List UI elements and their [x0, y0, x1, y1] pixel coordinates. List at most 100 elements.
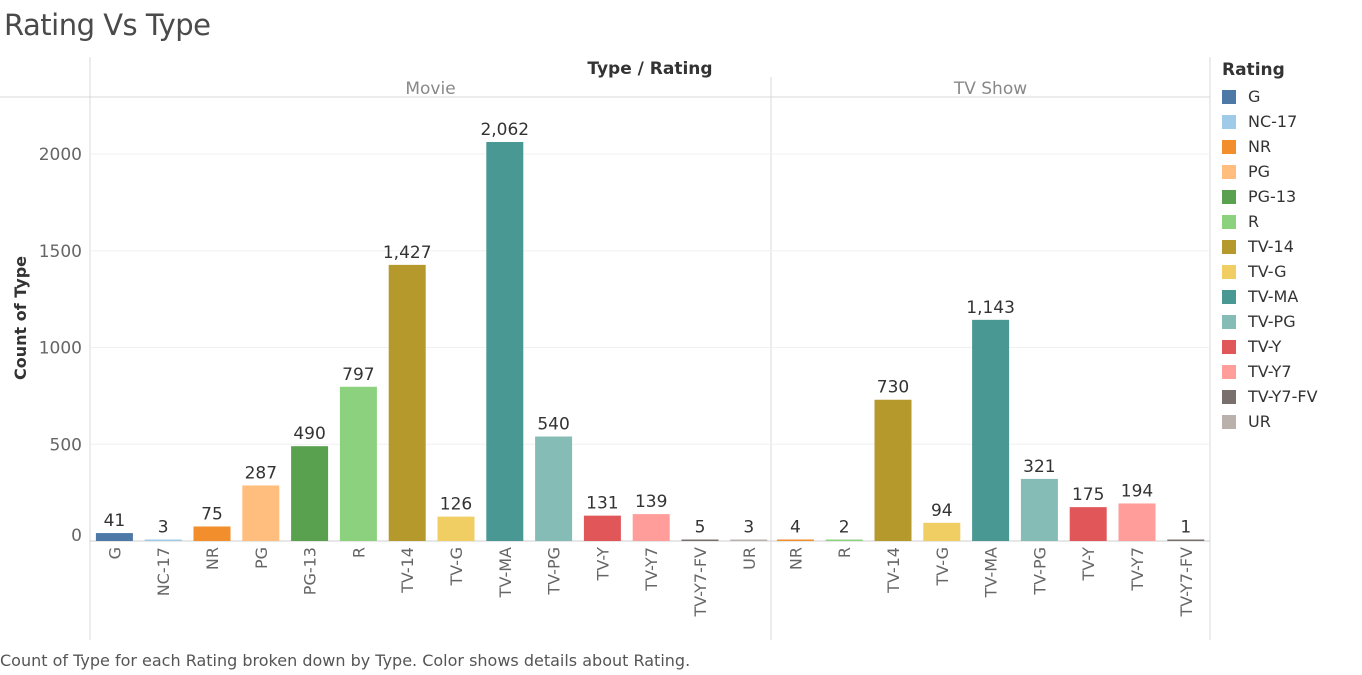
x-tick-label: R [835, 547, 854, 558]
x-tick-label: TV-14 [398, 547, 417, 594]
data-label: 730 [877, 378, 909, 398]
bar-movie-g [95, 533, 133, 541]
bar-movie-tv-14 [388, 264, 426, 541]
legend-swatch [1222, 114, 1236, 129]
bar-movie-nc-17 [144, 539, 182, 541]
x-tick-label: TV-Y7 [642, 547, 661, 592]
x-tick-label: NC-17 [154, 547, 173, 596]
bar-movie-nr [193, 526, 231, 541]
x-tick-label: TV-G [933, 547, 952, 587]
data-label: 1,143 [966, 298, 1015, 318]
legend-item-ur: UR [1222, 409, 1318, 434]
x-tick-label: TV-MA [496, 547, 515, 598]
panel-label-1: TV Show [953, 79, 1027, 99]
bar-movie-pg-13 [291, 446, 329, 541]
legend-item-tv-y: TV-Y [1222, 334, 1318, 359]
bar-movie-tv-g [437, 516, 475, 541]
x-tick-label: R [349, 547, 368, 558]
panel-label-0: Movie [405, 79, 455, 99]
legend-item-g: G [1222, 84, 1318, 109]
y-tick-label: 1000 [39, 339, 82, 359]
legend-label: NC-17 [1248, 112, 1298, 131]
y-tick-label: 1500 [39, 242, 82, 262]
legend-label: PG-13 [1248, 187, 1297, 206]
bar-tv-show-r [825, 539, 863, 541]
data-label: 490 [293, 424, 325, 444]
legend-swatch [1222, 314, 1236, 329]
data-label: 321 [1023, 457, 1055, 477]
data-label: 131 [586, 494, 618, 514]
legend-label: R [1248, 212, 1260, 231]
x-tick-label: PG [252, 547, 271, 569]
bar-tv-show-tv-y [1069, 507, 1107, 541]
y-axis-title: Count of Type [11, 256, 30, 380]
x-tick-label: UR [740, 547, 759, 570]
data-label: 287 [245, 463, 277, 483]
x-tick-label: G [105, 547, 124, 559]
legend-label: TV-Y7-FV [1248, 387, 1318, 406]
legend-item-nc-17: NC-17 [1222, 109, 1318, 134]
legend-item-r: R [1222, 209, 1318, 234]
legend-item-tv-g: TV-G [1222, 259, 1318, 284]
x-tick-label: TV-G [447, 547, 466, 587]
data-label: 540 [537, 415, 569, 435]
legend-item-pg-13: PG-13 [1222, 184, 1318, 209]
legend-item-pg: PG [1222, 159, 1318, 184]
bar-tv-show-nr [776, 539, 814, 541]
data-label: 194 [1121, 481, 1153, 501]
data-label: 4 [790, 518, 801, 538]
x-tick-label: NR [786, 547, 805, 570]
legend-label: TV-Y7 [1248, 362, 1292, 381]
x-tick-label: TV-Y7-FV [691, 547, 710, 618]
data-label: 175 [1072, 485, 1104, 505]
data-label: 3 [158, 518, 169, 538]
x-tick-label: TV-Y [593, 547, 612, 582]
legend-item-tv-y7-fv: TV-Y7-FV [1222, 384, 1318, 409]
chart-title: Rating Vs Type [4, 8, 211, 42]
legend-swatch [1222, 364, 1236, 379]
legend-label: UR [1248, 412, 1271, 431]
bar-tv-show-tv-g [923, 522, 961, 541]
x-tick-label: TV-Y [1079, 547, 1098, 582]
legend-label: TV-MA [1248, 287, 1299, 306]
legend-title: Rating [1222, 60, 1285, 80]
legend-swatch [1222, 239, 1236, 254]
legend-item-nr: NR [1222, 134, 1318, 159]
data-label: 139 [635, 492, 667, 512]
bar-tv-show-tv-y7 [1118, 503, 1156, 541]
y-tick-label: 500 [50, 435, 82, 455]
legend-swatch [1222, 339, 1236, 354]
legend-item-tv-y7: TV-Y7 [1222, 359, 1318, 384]
legend-swatch [1222, 289, 1236, 304]
x-tick-label: TV-PG [545, 547, 564, 596]
data-label: 797 [342, 365, 374, 385]
bar-chart: Type / Rating 0 500 1000 1500 2000 Count of Ty… [0, 57, 1211, 640]
y-tick-label: 0 [71, 526, 82, 546]
legend-swatch [1222, 389, 1236, 404]
bar-tv-show-tv-14 [874, 399, 912, 541]
legend-label: TV-G [1248, 262, 1287, 281]
legend-label: TV-Y [1248, 337, 1282, 356]
bar-movie-tv-ma [486, 142, 524, 542]
legend-label: G [1248, 87, 1261, 106]
data-label: 5 [695, 518, 706, 538]
legend-label: NR [1248, 137, 1272, 156]
data-label: 126 [440, 495, 472, 515]
legend-label: TV-PG [1248, 312, 1296, 331]
legend-swatch [1222, 139, 1236, 154]
legend-label: TV-14 [1248, 237, 1294, 256]
data-label: 2 [839, 518, 850, 538]
bar-movie-tv-pg [535, 436, 573, 541]
data-label: 94 [931, 501, 953, 521]
bar-movie-tv-y7 [632, 514, 670, 541]
legend-item-tv-ma: TV-MA [1222, 284, 1318, 309]
data-label: 1 [1180, 518, 1191, 538]
data-label: 41 [104, 511, 126, 531]
x-tick-label: PG-13 [301, 547, 320, 595]
data-label: 75 [201, 504, 223, 524]
header-label: Type / Rating [587, 59, 712, 79]
legend-item-tv-14: TV-14 [1222, 234, 1318, 259]
legend-swatch [1222, 189, 1236, 204]
y-tick-label: 2000 [39, 145, 82, 165]
legend-swatch [1222, 414, 1236, 429]
